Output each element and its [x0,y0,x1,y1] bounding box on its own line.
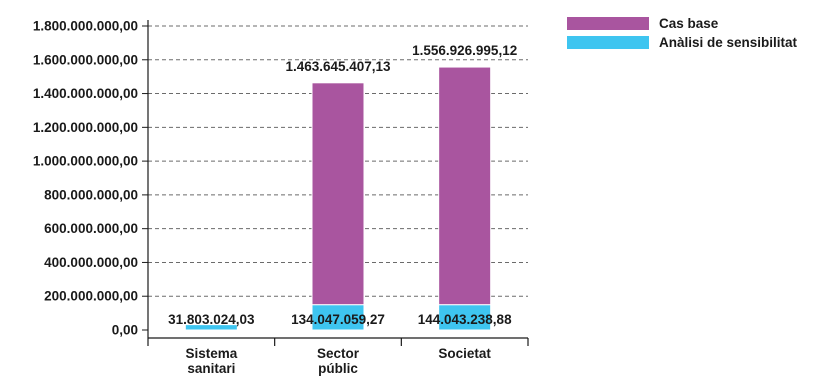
bar-cas-base-1 [311,82,365,306]
y-tick-label: 1.800.000.000,00 [33,19,138,34]
y-tick-label: 600.000.000,00 [44,221,138,236]
y-tick-label: 1.000.000.000,00 [33,154,138,169]
legend-label: Anàlisi de sensibilitat [659,35,798,50]
data-label-sensitivity: 31.803.024,03 [168,312,255,327]
x-category-label: Sector [317,346,360,361]
y-tick-labels: 0,00 200.000.000,00 400.000.000,00 600.000.… [33,19,138,338]
data-labels: 31.803.024,03 134.047.059,27 1.463.645.407… [168,43,517,327]
legend-swatch [567,36,649,49]
axes [142,20,529,346]
y-tick-label: 800.000.000,00 [44,187,138,202]
y-tick-label: 1.200.000.000,00 [33,120,138,135]
bars [184,66,492,331]
data-label-total: 1.463.645.407,13 [285,59,391,74]
legend-label: Cas base [659,16,719,31]
bar-an-lisi-de-sensibilitat-1 [311,304,365,331]
y-tick-label: 200.000.000,00 [44,289,138,304]
y-tick-label: 400.000.000,00 [44,255,138,270]
bar-an-lisi-de-sensibilitat-0 [184,324,238,331]
y-tick-label: 1.600.000.000,00 [33,52,138,67]
x-category-label: Societat [438,346,491,361]
x-category-label: públic [318,361,358,376]
y-tick-label: 0,00 [112,323,138,338]
legend-swatch [567,17,649,30]
x-category-label: sanitari [187,361,235,376]
data-label-total: 1.556.926.995,12 [412,43,517,58]
bar-an-lisi-de-sensibilitat-2 [438,304,492,331]
y-tick-label: 1.400.000.000,00 [33,86,138,101]
data-label-sensitivity: 134.047.059,27 [291,312,385,327]
bar-cas-base-2 [438,66,492,306]
x-category-label: Sistema [185,346,237,361]
legend: Cas base Anàlisi de sensibilitat [567,16,798,50]
data-label-sensitivity: 144.043.238,88 [418,312,512,327]
